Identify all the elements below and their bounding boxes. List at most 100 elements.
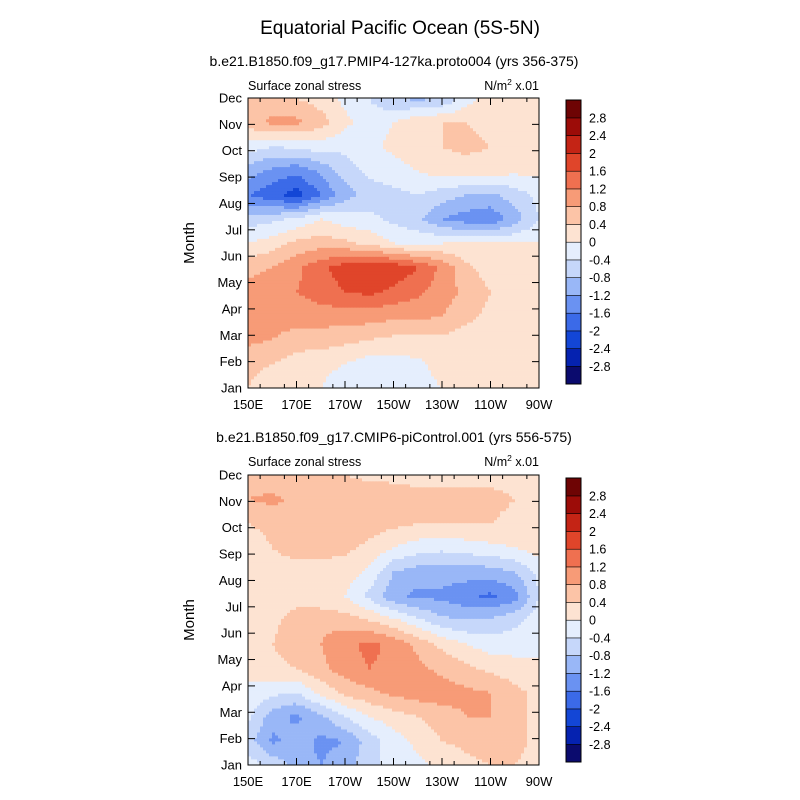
contour-cell — [398, 355, 402, 359]
contour-cell — [362, 310, 366, 314]
contour-cell — [275, 322, 279, 326]
contour-cell — [392, 277, 396, 281]
contour-cell — [407, 271, 411, 275]
contour-cell — [461, 319, 465, 323]
contour-cell — [311, 325, 315, 329]
contour-cell — [506, 295, 510, 299]
contour-cell — [377, 289, 381, 293]
contour-cell — [443, 280, 447, 284]
contour-cell — [332, 367, 336, 371]
contour-cell — [473, 319, 477, 323]
contour-cell — [470, 235, 474, 239]
contour-cell — [455, 328, 459, 332]
contour-cell — [536, 325, 540, 329]
contour-cell — [275, 367, 279, 371]
contour-cell — [266, 361, 270, 365]
contour-cell — [347, 373, 351, 377]
contour-cell — [293, 322, 297, 326]
contour-cell — [389, 373, 393, 377]
contour-cell — [287, 334, 291, 338]
contour-cell — [437, 292, 441, 296]
contour-cell — [371, 337, 375, 341]
contour-cell — [437, 307, 441, 311]
contour-cell — [473, 310, 477, 314]
contour-cell — [359, 373, 363, 377]
contour-cell — [530, 292, 534, 296]
contour-cell — [530, 238, 534, 242]
contour-cell — [317, 304, 321, 308]
contour-cell — [389, 250, 393, 254]
contour-cell — [356, 259, 360, 263]
contour-cell — [494, 334, 498, 338]
contour-cell — [305, 322, 309, 326]
contour-cell — [290, 268, 294, 272]
contour-cell — [251, 316, 255, 320]
contour-cell — [533, 271, 537, 275]
contour-cell — [380, 337, 384, 341]
contour-cell — [506, 259, 510, 263]
contour-cell — [491, 355, 495, 359]
contour-cell — [314, 364, 318, 368]
contour-cell — [317, 244, 321, 248]
contour-cell — [479, 271, 483, 275]
contour-cell — [356, 352, 360, 356]
contour-cell — [371, 271, 375, 275]
contour-cell — [392, 259, 396, 263]
contour-cell — [467, 319, 471, 323]
contour-cell — [326, 322, 330, 326]
contour-cell — [317, 295, 321, 299]
contour-cell — [449, 316, 453, 320]
contour-cell — [314, 331, 318, 335]
contour-cell — [338, 379, 342, 383]
contour-cell — [380, 313, 384, 317]
contour-cell — [464, 379, 468, 383]
contour-cell — [251, 367, 255, 371]
contour-cell — [533, 385, 537, 389]
contour-cell — [386, 379, 390, 383]
contour-cell — [476, 379, 480, 383]
contour-cell — [317, 337, 321, 341]
contour-cell — [461, 247, 465, 251]
contour-cell — [512, 238, 516, 242]
contour-cell — [449, 235, 453, 239]
contour-cell — [500, 271, 504, 275]
contour-cell — [482, 364, 486, 368]
contour-cell — [356, 283, 360, 287]
contour-cell — [530, 370, 534, 374]
contour-cell — [401, 253, 405, 257]
contour-cell — [263, 268, 267, 272]
contour-cell — [461, 355, 465, 359]
contour-cell — [458, 277, 462, 281]
contour-cell — [470, 307, 474, 311]
contour-cell — [356, 262, 360, 266]
contour-cell — [497, 298, 501, 302]
contour-cell — [536, 343, 540, 347]
contour-cell — [515, 283, 519, 287]
contour-cell — [296, 349, 300, 353]
contour-cell — [371, 349, 375, 353]
contour-cell — [530, 319, 534, 323]
contour-cell — [527, 262, 531, 266]
contour-cell — [344, 241, 348, 245]
contour-cell — [314, 280, 318, 284]
contour-cell — [248, 262, 252, 266]
contour-cell — [476, 322, 480, 326]
contour-cell — [356, 235, 360, 239]
contour-cell — [482, 337, 486, 341]
contour-cell — [278, 379, 282, 383]
contour-cell — [305, 307, 309, 311]
contour-cell — [323, 292, 327, 296]
contour-cell — [440, 241, 444, 245]
contour-cell — [296, 367, 300, 371]
contour-cell — [494, 265, 498, 269]
contour-cell — [341, 358, 345, 362]
contour-cell — [455, 295, 459, 299]
contour-cell — [260, 358, 264, 362]
contour-cell — [533, 274, 537, 278]
contour-cell — [473, 271, 477, 275]
contour-cell — [263, 385, 267, 389]
contour-cell — [353, 340, 357, 344]
contour-cell — [488, 295, 492, 299]
contour-cell — [344, 307, 348, 311]
contour-cell — [527, 361, 531, 365]
